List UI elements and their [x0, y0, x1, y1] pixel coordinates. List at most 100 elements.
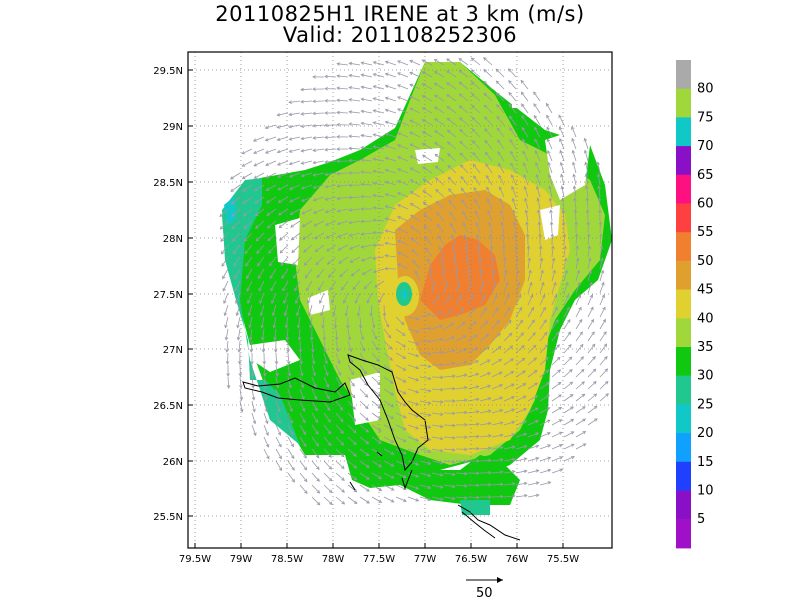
wind-arrow: [348, 196, 361, 199]
wind-arrowhead: [260, 324, 264, 329]
wind-arrowhead: [433, 59, 438, 63]
wind-arrow: [551, 469, 563, 474]
wind-arrow: [373, 170, 385, 174]
wind-arrow: [548, 174, 553, 186]
wind-arrow: [293, 268, 301, 279]
wind-arrowhead: [292, 262, 296, 266]
wind-arrow: [539, 258, 543, 270]
wind-arrow: [231, 220, 241, 230]
wind-arrow: [355, 292, 361, 304]
wind-arrow: [539, 319, 547, 330]
wind-arrow: [575, 331, 583, 342]
wind-arrow: [359, 412, 369, 421]
wind-arrow: [243, 220, 253, 229]
wind-arrow: [235, 292, 241, 304]
wind-arrow: [575, 307, 582, 318]
wind-arrowhead: [472, 163, 477, 168]
colorbar-label: 45: [697, 283, 714, 298]
wind-arrow: [383, 424, 394, 431]
wind-arrow: [385, 218, 397, 222]
wind-arrow: [551, 382, 562, 390]
wind-arrowhead: [522, 150, 526, 155]
wind-arrow: [385, 230, 397, 234]
wind-arrow: [238, 340, 241, 353]
wind-arrow: [289, 148, 301, 153]
wind-arrow: [370, 304, 373, 317]
wind-arrow: [299, 388, 305, 400]
wind-arrowhead: [522, 383, 527, 387]
wind-arrowhead: [421, 119, 426, 123]
wind-arrow: [383, 316, 389, 328]
wind-arrow: [485, 175, 493, 186]
wind-arrowhead: [474, 198, 478, 203]
wind-arrow: [349, 244, 361, 250]
wind-arrow: [307, 292, 313, 304]
wind-arrowhead: [403, 498, 407, 502]
wind-arrow: [337, 208, 349, 212]
wind-arrow: [359, 448, 370, 456]
wind-arrow: [539, 245, 542, 258]
wind-arrowhead: [400, 321, 405, 326]
wind-arrow: [419, 424, 431, 429]
wind-arrowhead: [498, 371, 503, 375]
wind-arrowhead: [464, 245, 469, 250]
wind-arrowhead: [276, 162, 281, 166]
wind-arrowhead: [600, 269, 605, 274]
lat-label: 28.5N: [153, 178, 183, 189]
wind-arrow: [460, 176, 469, 186]
wind-arrowhead: [558, 126, 563, 131]
wind-arrow: [446, 58, 457, 66]
wind-arrowhead: [301, 407, 306, 412]
wind-arrowhead: [275, 372, 279, 377]
wind-arrow: [410, 167, 421, 174]
wind-arrowhead: [337, 234, 341, 238]
colorbar-label: 35: [697, 340, 714, 355]
wind-arrow: [221, 244, 229, 255]
wind-arrowhead: [390, 463, 395, 467]
wind-arrowhead: [312, 75, 316, 79]
wind-arrowhead: [458, 93, 463, 98]
wind-arrowhead: [523, 408, 527, 412]
wind-arrowhead: [317, 287, 322, 292]
wind-arrowhead: [546, 407, 551, 411]
wind-arrowhead: [599, 233, 603, 237]
wind-arrowhead: [267, 237, 272, 242]
colorbar-segment: [676, 60, 691, 90]
wind-arrow: [254, 196, 265, 204]
wind-arrowhead: [269, 275, 273, 280]
wind-arrowhead: [251, 396, 256, 401]
wind-arrowhead: [220, 238, 224, 243]
wind-arrow: [599, 381, 609, 390]
wind-arrow: [443, 496, 455, 500]
wind-arrowhead: [348, 73, 353, 78]
wind-arrowhead: [597, 185, 601, 189]
wind-arrow: [222, 268, 229, 279]
wind-arrowhead: [384, 120, 389, 125]
wind-arrowhead: [397, 228, 401, 232]
wind-arrowhead: [254, 212, 259, 217]
wind-arrowhead: [415, 365, 420, 370]
wind-arrowhead: [348, 195, 352, 200]
wind-arrowhead: [276, 137, 281, 142]
wind-arrow: [431, 436, 443, 440]
wind-arrow: [509, 127, 517, 138]
wind-arrow: [524, 186, 529, 198]
wind-arrow: [471, 69, 481, 78]
wind-arrowhead: [252, 138, 257, 142]
wind-arrowhead: [590, 306, 594, 311]
wind-arrow: [244, 232, 253, 242]
wind-arrow: [473, 175, 481, 186]
wind-arrow: [359, 328, 364, 340]
wind-arrow: [239, 400, 243, 412]
wind-arrow: [546, 115, 553, 126]
wind-arrowhead: [336, 348, 340, 353]
wind-arrowhead: [255, 225, 259, 229]
wind-arrowhead: [256, 250, 260, 255]
wind-arrow: [253, 136, 265, 142]
wind-arrow: [446, 117, 457, 126]
wind-arrowhead: [580, 343, 584, 348]
wind-arrow: [407, 340, 419, 345]
wind-arrow: [484, 128, 493, 138]
wind-arrow: [255, 220, 265, 229]
wind-arrow: [256, 232, 265, 242]
